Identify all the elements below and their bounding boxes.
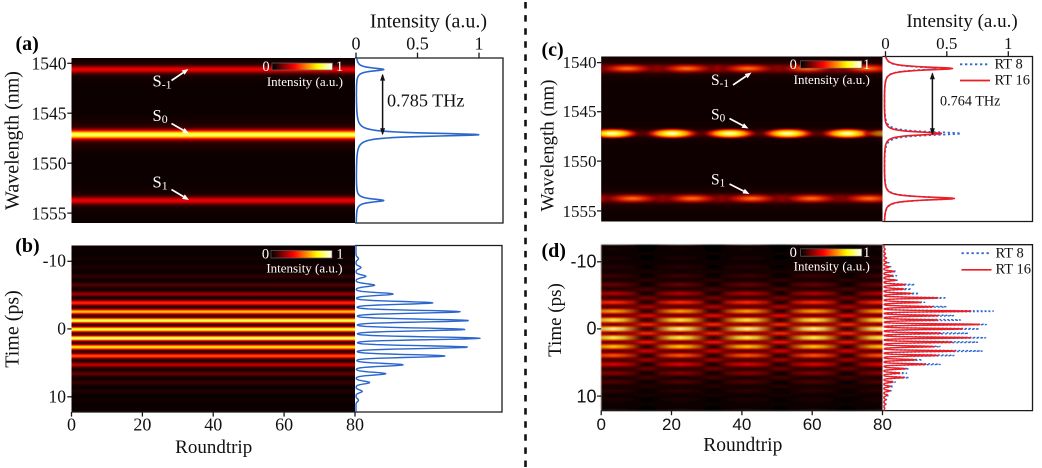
svg-text:1: 1 [336, 59, 343, 75]
svg-text:Wavelength (nm): Wavelength (nm) [537, 80, 558, 212]
svg-text:1: 1 [863, 57, 870, 73]
svg-text:1: 1 [863, 245, 870, 261]
svg-text:Time (ps): Time (ps) [545, 283, 566, 357]
svg-text:Wavelength (nm): Wavelength (nm) [2, 71, 24, 210]
svg-text:0: 0 [262, 246, 269, 262]
svg-text:1: 1 [336, 246, 343, 262]
svg-text:0: 0 [790, 245, 797, 261]
svg-text:Intensity (a.u.): Intensity (a.u.) [266, 260, 342, 275]
svg-text:Time (ps): Time (ps) [2, 290, 24, 368]
svg-text:0: 0 [262, 59, 269, 75]
svg-text:0: 0 [790, 57, 797, 73]
svg-text:Intensity (a.u.): Intensity (a.u.) [794, 259, 870, 274]
svg-text:Intensity (a.u.): Intensity (a.u.) [794, 72, 870, 87]
svg-text:Intensity (a.u.): Intensity (a.u.) [267, 74, 343, 89]
